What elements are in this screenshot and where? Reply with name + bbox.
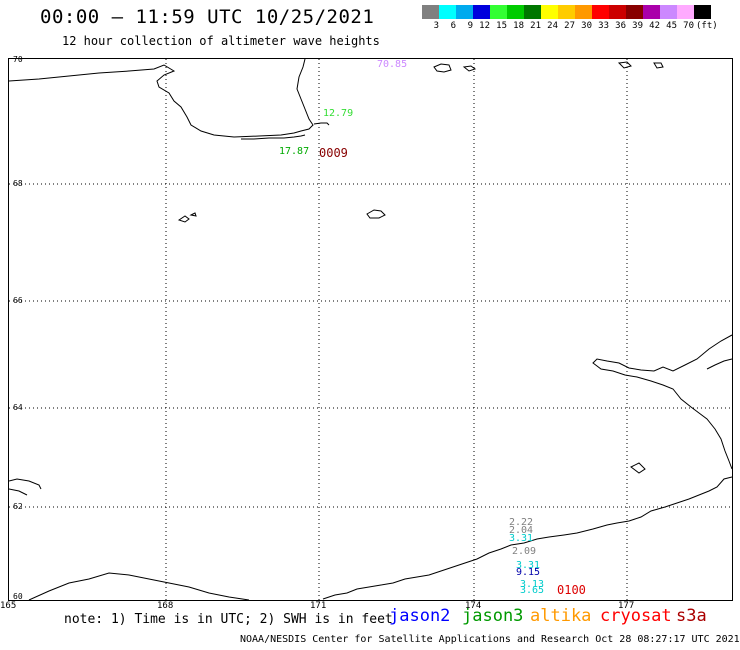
legend-swatch bbox=[575, 5, 592, 19]
map-frame: 70 68 66 64 62 60 70.85 12.79 17.87 0009… bbox=[8, 55, 733, 601]
legend-swatch bbox=[643, 5, 660, 19]
lat-label-68: 68 bbox=[13, 179, 23, 188]
legend-unit: (ft) bbox=[696, 21, 718, 31]
legend-tick-label: 18 bbox=[513, 21, 524, 31]
satellite-s3a: s3a bbox=[676, 606, 707, 626]
obs-label: 3.65 bbox=[520, 585, 545, 596]
legend-swatch bbox=[422, 5, 439, 19]
obs-label: 9.15 bbox=[516, 567, 541, 578]
lat-label-64: 64 bbox=[13, 403, 23, 412]
legend-swatch bbox=[473, 5, 490, 19]
alaska-west-coast bbox=[592, 334, 732, 470]
herald-coast bbox=[433, 63, 452, 73]
island-mid-1 bbox=[177, 215, 190, 223]
footnote: note: 1) Time is in UTC; 2) SWH is in fe… bbox=[64, 612, 393, 627]
island-top-1 bbox=[462, 65, 477, 72]
coast-inlet bbox=[313, 122, 330, 126]
alaska-sw-coast bbox=[322, 476, 732, 600]
map-svg bbox=[9, 59, 732, 600]
legend-swatches bbox=[422, 5, 732, 19]
page-subtitle: 12 hour collection of altimeter wave hei… bbox=[62, 34, 380, 48]
legend-tick-label: 27 bbox=[564, 21, 575, 31]
lat-label-60: 60 bbox=[13, 592, 23, 601]
legend-tick-label: 12 bbox=[479, 21, 490, 31]
coast-lower-left bbox=[9, 478, 42, 490]
legend-tick-label: 30 bbox=[581, 21, 592, 31]
legend-swatch bbox=[660, 5, 677, 19]
legend-tick-label: 9 bbox=[467, 21, 473, 31]
legend-tick-label: 21 bbox=[530, 21, 541, 31]
legend-swatch bbox=[694, 5, 711, 19]
obs-label: 70.85 bbox=[377, 59, 408, 70]
legend-tick-label: 42 bbox=[649, 21, 660, 31]
legend-swatch bbox=[507, 5, 524, 19]
legend-swatch bbox=[626, 5, 643, 19]
island-top-2 bbox=[617, 61, 632, 69]
island-top-3 bbox=[653, 62, 664, 69]
legend-swatch bbox=[677, 5, 694, 19]
st-lawrence-island bbox=[366, 209, 386, 219]
credit-footer: NOAA/NESDIS Center for Satellite Applica… bbox=[240, 634, 740, 645]
legend-swatch bbox=[592, 5, 609, 19]
obs-label: 0009 bbox=[319, 146, 348, 160]
legend-tick-label: 36 bbox=[615, 21, 626, 31]
legend-swatch bbox=[609, 5, 626, 19]
alaska-coast-inner bbox=[630, 462, 646, 474]
legend-tick-label: 39 bbox=[632, 21, 643, 31]
legend-tick-label: 6 bbox=[450, 21, 456, 31]
color-legend: 3 6 9 12 15 18 21 24 27 30 33 36 39 42 45 70 (ft) bbox=[422, 5, 732, 35]
norton-sound-coast bbox=[706, 358, 732, 370]
lon-label-177: 177 bbox=[618, 601, 635, 611]
page-title: 00:00 – 11:59 UTC 10/25/2021 bbox=[40, 6, 375, 28]
obs-label: 2.09 bbox=[512, 546, 537, 557]
obs-label: 2.22 bbox=[509, 517, 534, 528]
legend-swatch bbox=[541, 5, 558, 19]
obs-label: 3.13 bbox=[520, 579, 545, 590]
lon-label-171: 171 bbox=[310, 601, 327, 611]
lon-label-174: 174 bbox=[465, 601, 482, 611]
legend-tick-label: 15 bbox=[496, 21, 507, 31]
legend-swatch bbox=[456, 5, 473, 19]
chukotka-coast-south bbox=[241, 134, 306, 140]
legend-tick-label: 3 bbox=[433, 21, 439, 31]
lat-label-70: 70 bbox=[13, 55, 23, 64]
coast-bottom bbox=[28, 572, 250, 600]
legend-swatch bbox=[490, 5, 507, 19]
obs-label: 2.04 bbox=[509, 525, 534, 536]
obs-label: 17.87 bbox=[279, 146, 310, 157]
lat-label-66: 66 bbox=[13, 296, 23, 305]
lat-label-62: 62 bbox=[13, 502, 23, 511]
legend-tick-label: 70 bbox=[683, 21, 694, 31]
obs-label: 3.31 bbox=[509, 533, 534, 544]
obs-label: 12.79 bbox=[323, 108, 354, 119]
legend-swatch bbox=[524, 5, 541, 19]
legend-swatch bbox=[558, 5, 575, 19]
lon-label-165: 165 bbox=[0, 601, 17, 611]
legend-tick-label: 45 bbox=[666, 21, 677, 31]
graticule bbox=[9, 59, 732, 600]
legend-tick-labels: 3 6 9 12 15 18 21 24 27 30 33 36 39 42 45 70 (ft) bbox=[422, 21, 732, 31]
legend-swatch bbox=[439, 5, 456, 19]
island-mid-2 bbox=[189, 212, 197, 217]
obs-label: 0100 bbox=[557, 583, 586, 597]
satellite-jason3: jason3 bbox=[462, 606, 524, 626]
lon-label-168: 168 bbox=[157, 601, 174, 611]
obs-label: 3.31 bbox=[516, 560, 541, 571]
satellite-jason2: jason2 bbox=[389, 606, 451, 626]
legend-tick-label: 24 bbox=[547, 21, 558, 31]
chukotka-coast bbox=[9, 59, 314, 138]
satellite-cryosat: cryosat bbox=[600, 606, 672, 626]
coast-lower-left-2 bbox=[9, 488, 28, 496]
legend-tick-label: 33 bbox=[598, 21, 609, 31]
satellite-altika: altika bbox=[530, 606, 592, 626]
coastlines bbox=[9, 59, 732, 600]
